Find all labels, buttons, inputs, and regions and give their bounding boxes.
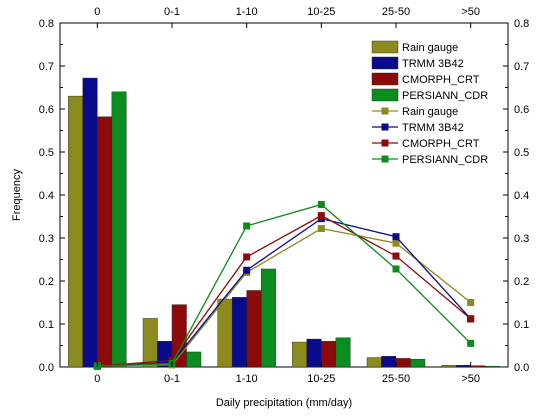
y-tick-label-left: 0.3 bbox=[39, 233, 54, 245]
legend: Rain gauge TRMM 3B42 CMORPH_CRT PERSIANN_CD… bbox=[371, 40, 488, 166]
marker-cmorph-crt-2 bbox=[243, 253, 251, 261]
bar-cmorph-crt-4 bbox=[395, 358, 411, 368]
marker-cmorph-crt-3 bbox=[317, 212, 325, 220]
y-tick-label-left: 0.8 bbox=[39, 18, 54, 30]
bar-cmorph-crt-5 bbox=[470, 365, 486, 368]
marker-rain-gauge-4 bbox=[392, 239, 400, 247]
bar-rain-gauge-3 bbox=[292, 341, 308, 368]
legend-bar-label: Rain gauge bbox=[402, 42, 458, 54]
x-tick-label-bottom: 10-25 bbox=[307, 373, 335, 385]
legend-line-label: TRMM 3B42 bbox=[402, 122, 464, 134]
bar-rain-gauge-5 bbox=[441, 365, 457, 368]
marker-persiann-cdr-4 bbox=[392, 265, 400, 273]
legend-line-label: CMORPH_CRT bbox=[402, 138, 480, 150]
y-tick-label-right: 0.3 bbox=[514, 233, 529, 245]
bar-cmorph-crt-0 bbox=[97, 116, 113, 368]
y-tick-label-right: 0.0 bbox=[514, 362, 529, 374]
legend-line-marker bbox=[381, 123, 389, 131]
y-tick-label-left: 0.2 bbox=[39, 276, 54, 288]
x-axis-title: Daily precipitation (mm/day) bbox=[216, 397, 352, 409]
legend-bar-label: CMORPH_CRT bbox=[402, 74, 480, 86]
bar-persiann-cdr-0 bbox=[111, 91, 127, 368]
lines-layer bbox=[93, 200, 475, 370]
marker-trmm-3b42-4 bbox=[392, 233, 400, 241]
marker-cmorph-crt-5 bbox=[467, 315, 475, 323]
legend-bar-swatch bbox=[371, 88, 399, 102]
bar-rain-gauge-4 bbox=[366, 357, 382, 368]
y-tick-label-right: 0.1 bbox=[514, 319, 529, 331]
y-tick-label-right: 0.7 bbox=[514, 61, 529, 73]
x-tick-label-top: 25-50 bbox=[382, 6, 410, 18]
legend-line-label: Rain gauge bbox=[402, 106, 458, 118]
legend-line-marker bbox=[381, 107, 389, 115]
y-tick-label-right: 0.6 bbox=[514, 104, 529, 116]
marker-cmorph-crt-4 bbox=[392, 252, 400, 260]
legend-bar-swatch bbox=[371, 72, 399, 86]
bar-trmm-3b42-4 bbox=[381, 356, 397, 368]
y-axis-title: Frequency bbox=[11, 169, 23, 221]
legend-line-label: PERSIANN_CDR bbox=[402, 154, 488, 166]
bar-persiann-cdr-4 bbox=[410, 359, 426, 368]
ticks-layer: 0.0 0.0 0.1 0.1 0.2 0.2 0.3 0.3 0.4 0.4 0.5 0.5 0.6 0… bbox=[39, 6, 530, 385]
x-tick-label-bottom: >50 bbox=[461, 373, 480, 385]
y-tick-label-left: 0.6 bbox=[39, 104, 54, 116]
y-tick-label-left: 0.1 bbox=[39, 319, 54, 331]
bar-cmorph-crt-3 bbox=[321, 341, 337, 368]
y-tick-label-right: 0.8 bbox=[514, 18, 529, 30]
marker-persiann-cdr-3 bbox=[317, 200, 325, 208]
x-tick-label-top: 0-1 bbox=[164, 6, 180, 18]
marker-rain-gauge-5 bbox=[467, 299, 475, 306]
y-tick-label-right: 0.2 bbox=[514, 276, 529, 288]
bar-rain-gauge-1 bbox=[142, 318, 158, 368]
marker-persiann-cdr-5 bbox=[467, 339, 475, 347]
y-tick-label-left: 0.7 bbox=[39, 61, 54, 73]
bar-persiann-cdr-5 bbox=[484, 365, 500, 368]
bar-persiann-cdr-2 bbox=[260, 268, 276, 368]
x-tick-label-top: >50 bbox=[461, 6, 480, 18]
legend-bar-swatch bbox=[371, 40, 399, 54]
line-rain-gauge bbox=[97, 227, 472, 367]
y-tick-label-right: 0.4 bbox=[514, 190, 529, 202]
x-tick-label-top: 10-25 bbox=[307, 6, 335, 18]
line-persiann-cdr bbox=[97, 203, 472, 367]
bar-rain-gauge-2 bbox=[217, 298, 233, 368]
x-tick-label-top: 1-10 bbox=[236, 6, 258, 18]
x-tick-label-top: 0 bbox=[94, 6, 100, 18]
legend-line-marker bbox=[381, 139, 389, 147]
bar-cmorph-crt-2 bbox=[246, 290, 262, 368]
bar-persiann-cdr-3 bbox=[335, 337, 351, 368]
marker-persiann-cdr-2 bbox=[243, 222, 251, 230]
legend-bar-swatch bbox=[371, 56, 399, 70]
bar-trmm-3b42-3 bbox=[306, 338, 322, 368]
x-tick-label-bottom: 0-1 bbox=[164, 373, 180, 385]
x-tick-label-bottom: 0 bbox=[94, 373, 100, 385]
bars-layer bbox=[68, 77, 500, 368]
bar-trmm-3b42-0 bbox=[82, 77, 98, 368]
y-tick-label-right: 0.5 bbox=[514, 147, 529, 159]
bar-persiann-cdr-1 bbox=[186, 351, 202, 368]
y-tick-label-left: 0.5 bbox=[39, 147, 54, 159]
line-cmorph-crt bbox=[97, 214, 472, 367]
legend-line-marker bbox=[381, 155, 389, 163]
y-tick-label-left: 0.4 bbox=[39, 190, 54, 202]
legend-bar-label: PERSIANN_CDR bbox=[402, 90, 488, 102]
x-tick-label-bottom: 25-50 bbox=[382, 373, 410, 385]
marker-trmm-3b42-2 bbox=[243, 266, 251, 274]
x-tick-label-bottom: 1-10 bbox=[236, 373, 258, 385]
line-trmm-3b42 bbox=[97, 217, 472, 367]
marker-rain-gauge-3 bbox=[317, 225, 325, 233]
y-tick-label-left: 0.0 bbox=[39, 362, 54, 374]
bar-trmm-3b42-2 bbox=[231, 297, 247, 368]
bar-trmm-3b42-5 bbox=[455, 365, 471, 368]
legend-bar-label: TRMM 3B42 bbox=[402, 58, 464, 70]
bar-rain-gauge-0 bbox=[68, 95, 84, 368]
